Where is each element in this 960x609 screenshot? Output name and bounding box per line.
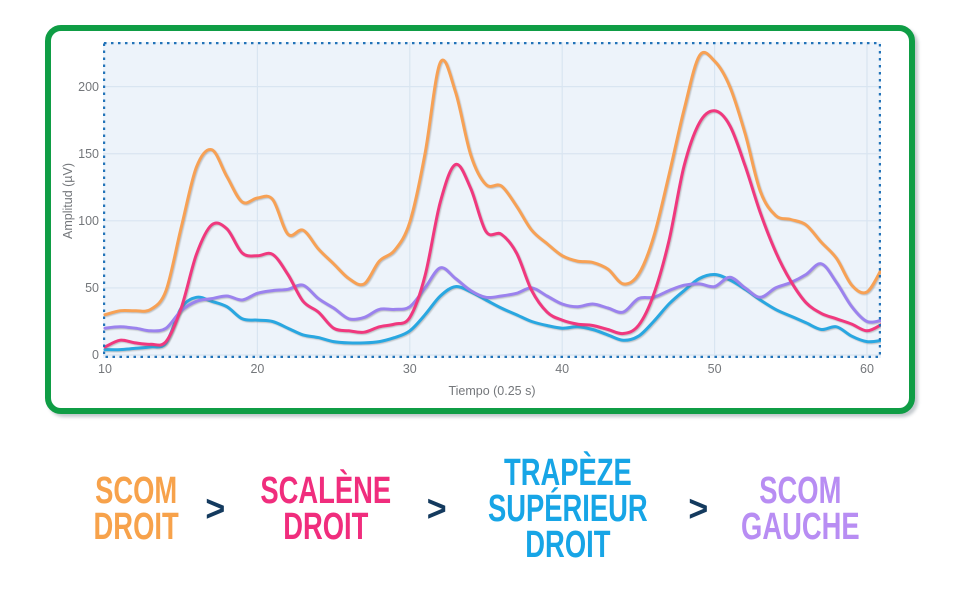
rank-label-line: SCOM — [759, 470, 842, 512]
x-tick-20: 20 — [250, 362, 265, 376]
x-tick-50: 50 — [707, 362, 722, 376]
rank-label-trapeze-superieur-droit: TRAPÈZE SUPÉRIEUR DROIT — [487, 452, 648, 566]
rank-label-line: SCOM — [95, 470, 178, 512]
greater-than-separator-icon: > — [205, 487, 226, 530]
greater-than-separator-icon: > — [688, 487, 709, 530]
rank-label-line: TRAPÈZE — [503, 452, 632, 494]
y-tick-100: 100 — [78, 213, 99, 228]
y-tick-150: 150 — [78, 146, 99, 161]
x-tick-30: 30 — [402, 362, 417, 376]
greater-than-separator-icon: > — [426, 487, 447, 530]
rank-label-line: SCALÈNE — [260, 470, 392, 512]
rank-label-line: DROIT — [524, 524, 611, 566]
selection-dotted-border[interactable] — [103, 42, 881, 358]
rank-label-scom-gauche: SCOM GAUCHE — [741, 470, 860, 548]
x-tick-40: 40 — [555, 362, 570, 376]
series-Scalène droit — [103, 109, 881, 349]
x-axis-title: Tiempo (0.25 s) — [448, 384, 536, 398]
rank-label-line: SUPÉRIEUR — [487, 488, 648, 530]
rank-label-line: DROIT — [283, 506, 369, 548]
rank-label-line: GAUCHE — [741, 506, 860, 548]
rank-label-scom-droit: SCOM DROIT — [93, 470, 179, 548]
emg-line-chart[interactable] — [103, 42, 881, 358]
rank-label-scalene-droit: SCALÈNE DROIT — [260, 470, 392, 548]
rank-label-line: DROIT — [93, 506, 179, 548]
series-SCOM droit — [103, 51, 881, 317]
y-tick-0: 0 — [92, 348, 99, 362]
series-group — [103, 51, 881, 352]
series-SCOM gauche — [103, 262, 881, 333]
y-tick-50: 50 — [85, 280, 99, 295]
y-tick-200: 200 — [78, 79, 99, 94]
plot-background — [103, 42, 881, 358]
x-tick-60: 60 — [860, 362, 874, 376]
muscle-ranking-row: SCOM DROIT > SCALÈNE DROIT > TRAPÈZE SUPÉRIEUR D… — [0, 438, 960, 580]
x-tick-10: 10 — [98, 362, 112, 376]
